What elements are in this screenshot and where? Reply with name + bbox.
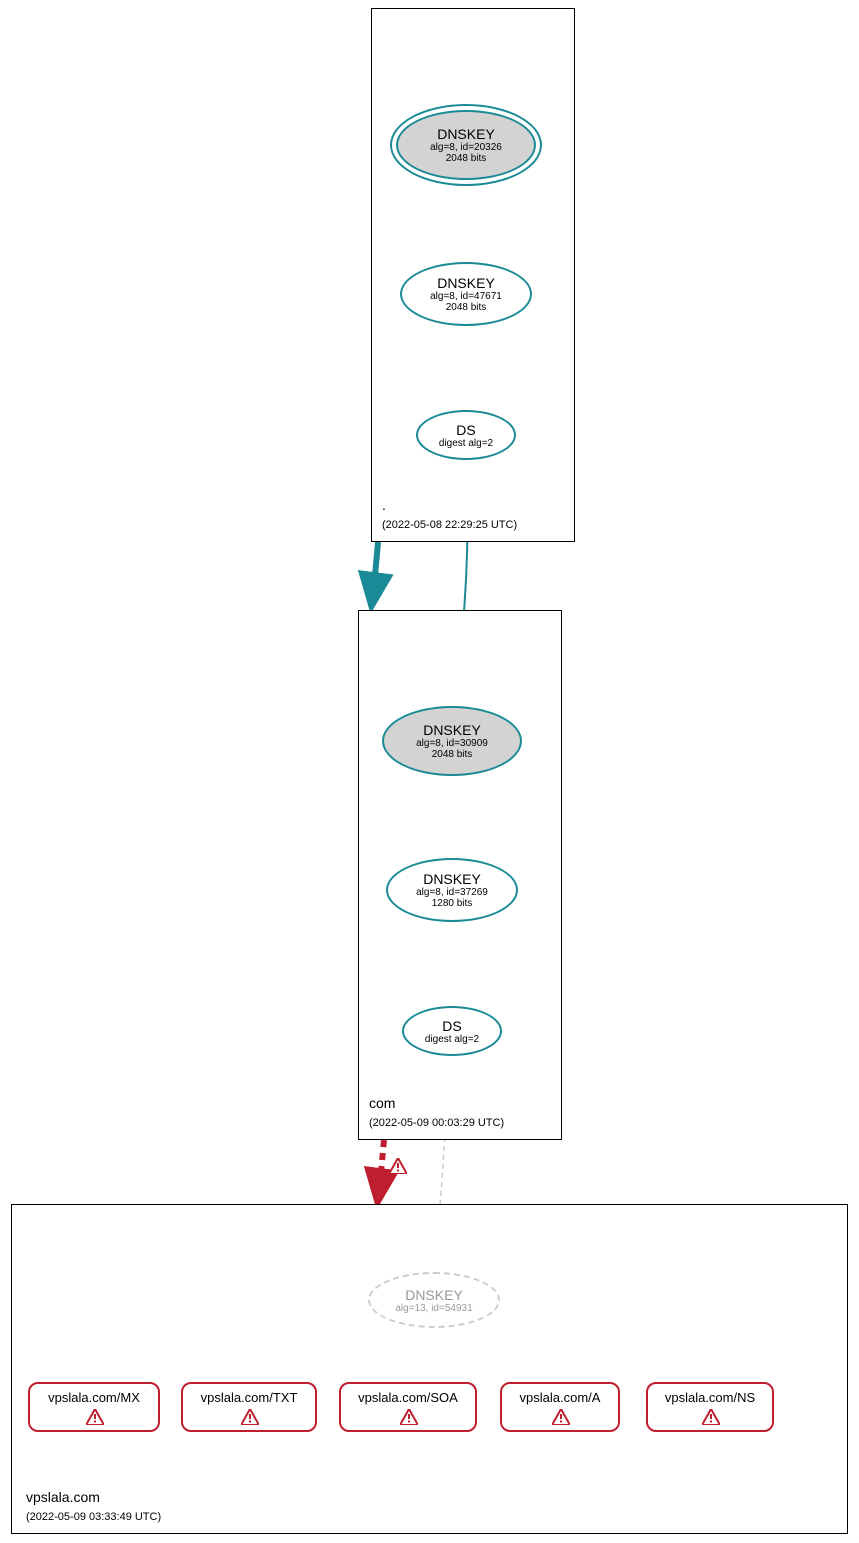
zone-vpslala-label: vpslala.com [26, 1489, 100, 1505]
warning-icon [241, 1409, 258, 1424]
record-label: vpslala.com/TXT [201, 1390, 298, 1405]
record-label: vpslala.com/A [520, 1390, 601, 1405]
zone-vpslala-timestamp: (2022-05-09 03:33:49 UTC) [26, 1511, 161, 1523]
node-root-zsk-line1: alg=8, id=47671 [430, 291, 502, 302]
node-com-zsk-title: DNSKEY [423, 871, 481, 887]
zone-com-label: com [369, 1095, 395, 1111]
node-root-zsk: DNSKEY alg=8, id=47671 2048 bits [400, 262, 532, 326]
node-root-ds-title: DS [456, 422, 475, 438]
node-com-zsk-line1: alg=8, id=37269 [416, 887, 488, 898]
record-box: vpslala.com/TXT [181, 1382, 317, 1432]
node-root-ksk-line1: alg=8, id=20326 [430, 142, 502, 153]
node-root-ksk: DNSKEY alg=8, id=20326 2048 bits [396, 110, 536, 180]
node-com-ksk-line2: 2048 bits [432, 749, 473, 760]
zone-vpslala: vpslala.com (2022-05-09 03:33:49 UTC) [11, 1204, 848, 1534]
node-vpslala-dnskey-title: DNSKEY [405, 1287, 463, 1303]
node-com-zsk-line2: 1280 bits [432, 898, 473, 909]
warning-icon [86, 1409, 103, 1424]
node-com-ds: DS digest alg=2 [402, 1006, 502, 1056]
node-com-ds-line1: digest alg=2 [425, 1034, 479, 1045]
warning-icon [400, 1409, 417, 1424]
node-com-zsk: DNSKEY alg=8, id=37269 1280 bits [386, 858, 518, 922]
node-com-ksk: DNSKEY alg=8, id=30909 2048 bits [382, 706, 522, 776]
edge-com-vpslala-delegation-error [378, 1140, 384, 1198]
node-com-ds-title: DS [442, 1018, 461, 1034]
node-com-ksk-title: DNSKEY [423, 722, 481, 738]
record-label: vpslala.com/MX [48, 1390, 140, 1405]
node-root-ksk-title: DNSKEY [437, 126, 495, 142]
node-root-ds: DS digest alg=2 [416, 410, 516, 460]
record-box: vpslala.com/MX [28, 1382, 160, 1432]
zone-com-timestamp: (2022-05-09 00:03:29 UTC) [369, 1117, 504, 1129]
node-root-ds-line1: digest alg=2 [439, 438, 493, 449]
record-box: vpslala.com/SOA [339, 1382, 477, 1432]
record-label: vpslala.com/SOA [358, 1390, 458, 1405]
edge-root-com-delegation [372, 542, 378, 602]
record-box: vpslala.com/A [500, 1382, 620, 1432]
zone-root-timestamp: (2022-05-08 22:29:25 UTC) [382, 519, 517, 531]
node-vpslala-dnskey: DNSKEY alg=13, id=54931 [368, 1272, 500, 1328]
node-vpslala-dnskey-line1: alg=13, id=54931 [395, 1303, 472, 1314]
node-root-ksk-line2: 2048 bits [446, 153, 487, 164]
node-com-ksk-line1: alg=8, id=30909 [416, 738, 488, 749]
record-box: vpslala.com/NS [646, 1382, 774, 1432]
record-label: vpslala.com/NS [665, 1390, 755, 1405]
warning-icon [389, 1158, 406, 1173]
warning-icon [702, 1409, 719, 1424]
warning-icon [552, 1409, 569, 1424]
node-root-zsk-line2: 2048 bits [446, 302, 487, 313]
zone-root-label: . [382, 497, 386, 513]
node-root-zsk-title: DNSKEY [437, 275, 495, 291]
